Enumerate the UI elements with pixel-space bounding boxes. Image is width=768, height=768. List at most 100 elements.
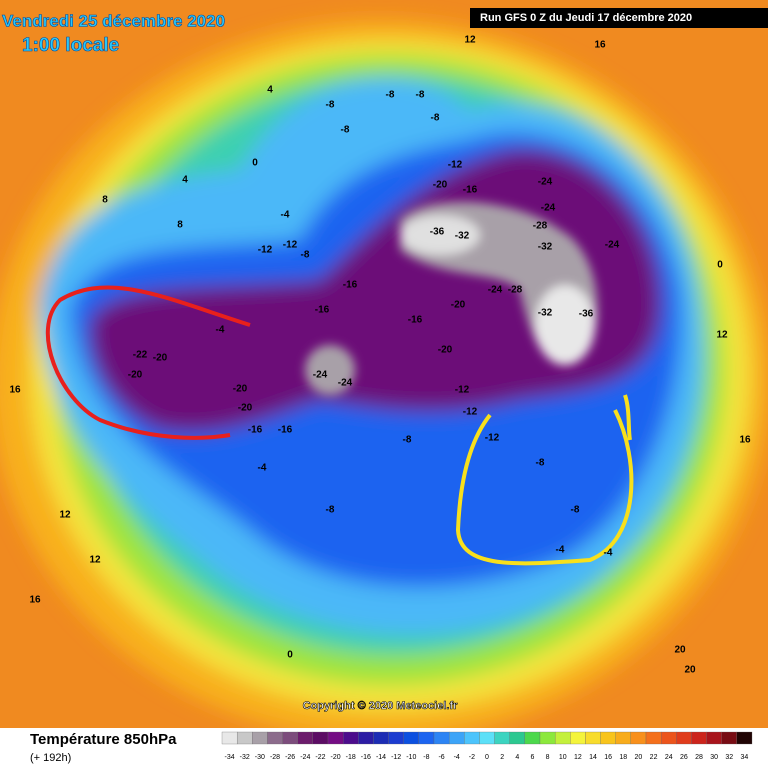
scale-label: 26 [680,754,688,761]
contour-label: -24 [538,177,553,188]
contour-label: -24 [488,285,503,296]
scale-label: -30 [255,754,265,761]
contour-label: 16 [9,385,21,396]
scale-swatch [570,731,586,745]
scale-label: 2 [500,754,504,761]
scale-label: 14 [589,754,597,761]
contour-label: -8 [341,125,350,136]
contour-label: -12 [463,407,478,418]
scale-label: 32 [725,754,733,761]
contour-label: -8 [536,458,545,469]
contour-label: 20 [684,665,696,676]
scale-label: -10 [406,754,416,761]
scale-label: -18 [346,754,356,761]
contour-label: -32 [455,231,470,242]
contour-label: 4 [267,85,273,96]
contour-label: -24 [338,378,353,389]
run-box [470,8,768,28]
contour-label: -8 [326,100,335,111]
contour-label: -16 [278,425,293,436]
scale-label: -20 [331,754,341,761]
scale-swatch [479,731,495,745]
contour-label: -20 [128,370,143,381]
scale-label: -28 [270,754,280,761]
scale-swatch [236,731,253,745]
scale-swatch [736,731,753,745]
contour-label: -16 [315,305,330,316]
scale-label: 30 [710,754,718,761]
contour-label: 0 [252,158,258,169]
contour-label: -28 [508,285,523,296]
scale-swatch [494,731,510,745]
contour-label: -8 [386,90,395,101]
scale-swatch [252,731,268,745]
map: Copyright © 2020 Meteociel.fr [0,0,768,740]
scale-swatch [676,731,692,745]
contour-label: 16 [739,435,751,446]
contour-label: -24 [541,203,556,214]
contour-label: -16 [408,315,423,326]
contour-label: -8 [403,435,412,446]
scale-label: 10 [559,754,567,761]
scale-swatch [327,731,344,745]
scale-label: 24 [665,754,673,761]
scale-swatch [358,731,374,745]
contour-label: -8 [431,113,440,124]
scale-swatch [539,731,556,745]
scale-swatch [600,731,616,745]
scale-label: -24 [300,754,310,761]
legend-title: Température 850hPa [30,731,177,748]
scale-swatch [388,731,404,745]
scale-label: -26 [285,754,295,761]
contour-label: -4 [556,545,565,556]
scale-swatch [554,731,571,745]
scale-label: -34 [225,754,235,761]
scale-swatch [448,731,465,745]
contour-label: -36 [579,309,594,320]
scale-label: 8 [546,754,550,761]
contour-label: -20 [433,180,448,191]
contour-label: -22 [133,350,148,361]
scale-swatch [706,731,722,745]
run: Run GFS 0 Z du Jeudi 17 décembre 2020 [480,12,692,24]
scale-swatch [267,731,283,745]
contour-label: 4 [182,175,188,186]
contour-label: 16 [29,595,41,606]
scale-swatch [282,731,298,745]
lead-time: (+ 192h) [30,752,71,764]
contour-label: 16 [594,40,606,51]
copyright: Copyright © 2020 Meteociel.fr [303,700,459,712]
contour-label: -16 [248,425,263,436]
scale-swatch [373,731,389,745]
scale-swatch [297,731,314,745]
contour-label: 8 [177,220,183,231]
scale-label: -6 [438,754,444,761]
contour-label: 0 [287,650,293,661]
scale-swatch [524,731,541,745]
scale-swatch [418,731,435,745]
scale-label: 0 [485,754,489,761]
contour-label: -20 [153,353,168,364]
contour-label: -8 [301,250,310,261]
contour-label: -8 [571,505,580,516]
scale-label: 12 [574,754,582,761]
contour-label: -36 [430,227,445,238]
contour-label: -12 [283,240,298,251]
scale-label: 6 [530,754,534,761]
contour-label: -20 [238,403,253,414]
scale-label: 16 [604,754,612,761]
contour-label: -8 [326,505,335,516]
scale-swatch [645,731,662,745]
scale-swatch [342,731,359,745]
scale-swatch [403,731,420,745]
contour-label: 8 [102,195,108,206]
scale-label: -16 [361,754,371,761]
contour-label: -12 [258,245,273,256]
contour-label: -12 [448,160,463,171]
scale-swatch [721,731,738,745]
scale-label: -2 [469,754,475,761]
contour-label: -20 [451,300,466,311]
contour-label: -24 [313,370,328,381]
